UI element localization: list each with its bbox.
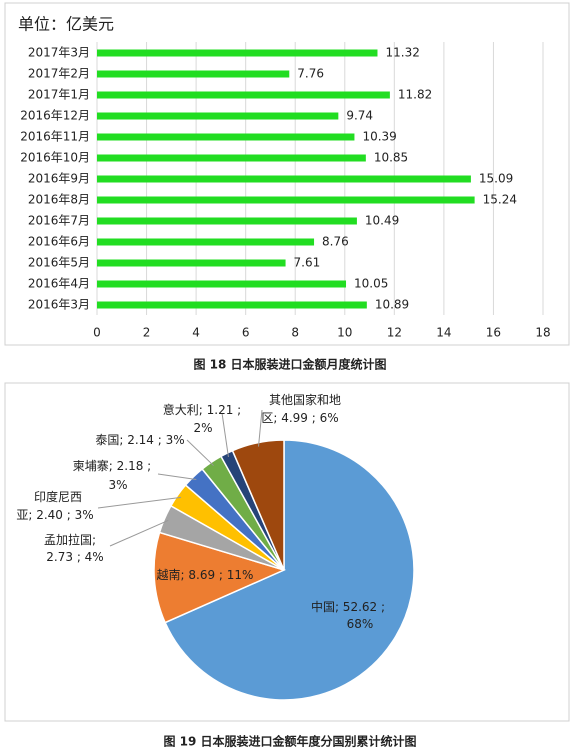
x-tick-label: 0 <box>93 326 101 340</box>
y-tick-label: 2016年9月 <box>28 172 90 186</box>
value-label: 10.49 <box>365 214 399 228</box>
bar <box>97 217 357 225</box>
bar <box>97 91 390 99</box>
value-label: 10.05 <box>354 277 388 291</box>
pie-slice <box>153 531 287 624</box>
label-line: 3% <box>108 478 127 492</box>
label-line: 其他国家和地 <box>269 392 341 407</box>
slice-label: 其他国家和地区; 4.99 ; 6% <box>261 392 341 425</box>
value-label: 9.74 <box>346 109 373 123</box>
label-line: 2% <box>193 421 212 435</box>
leader-line <box>97 496 182 509</box>
leader-line <box>186 439 214 466</box>
bar <box>97 196 475 204</box>
label-line: 2.73 ; 4% <box>46 550 103 564</box>
y-tick-label: 2016年8月 <box>28 193 90 207</box>
label-line: 意大利; 1.21 ; <box>163 402 241 417</box>
value-label: 10.85 <box>374 151 408 165</box>
y-tick-label: 2017年1月 <box>28 88 90 102</box>
x-tick-label: 12 <box>387 326 402 340</box>
x-tick-label: 10 <box>337 326 352 340</box>
value-label: 11.82 <box>398 88 432 102</box>
leader-line <box>258 409 263 447</box>
y-tick-label: 2016年10月 <box>20 151 90 165</box>
y-tick-label: 2016年7月 <box>28 214 90 228</box>
value-label: 7.76 <box>297 67 324 81</box>
chart-subtitle: 单位：亿美元 <box>18 15 114 34</box>
bar <box>97 301 367 309</box>
bar-panel <box>4 2 570 346</box>
x-tick-label: 6 <box>242 326 250 340</box>
label-line: 孟加拉国; <box>44 532 96 547</box>
slice-label: 柬埔寨; 2.18 ; 3% <box>73 458 151 492</box>
y-tick-label: 2016年4月 <box>28 277 90 291</box>
value-label: 10.89 <box>375 298 409 312</box>
x-tick-label: 18 <box>535 326 550 340</box>
bar <box>97 238 315 246</box>
slice-label: 意大利; 1.21 ; 2% <box>163 402 241 435</box>
slice-label: 中国; 52.62 ; 68% <box>311 599 385 631</box>
bar <box>97 154 366 162</box>
bar <box>97 175 471 183</box>
pie-slice <box>231 439 285 571</box>
bar <box>97 280 347 288</box>
bar <box>97 70 290 78</box>
x-tick-label: 16 <box>486 326 501 340</box>
value-label: 15.24 <box>483 193 517 207</box>
bar <box>97 259 286 267</box>
caption: 图 18 日本服装进口金额月度统计图 <box>193 357 386 372</box>
label-line: 68% <box>347 617 374 631</box>
leader-line <box>157 473 197 481</box>
leader-line <box>109 519 169 547</box>
label-line: 印度尼西 <box>34 489 82 504</box>
x-tick-label: 4 <box>192 326 200 340</box>
label-line: 越南; 8.69 ; 11% <box>157 567 254 582</box>
y-tick-label: 2016年6月 <box>28 235 90 249</box>
y-tick-label: 2017年2月 <box>28 67 90 81</box>
y-tick-label: 2016年12月 <box>20 109 90 123</box>
x-tick-label: 2 <box>143 326 151 340</box>
label-line: 泰国; 2.14 ; 3% <box>95 433 184 447</box>
value-label: 10.39 <box>362 130 396 144</box>
y-tick-label: 2017年3月 <box>28 46 90 60</box>
value-label: 11.32 <box>385 46 419 60</box>
y-tick-label: 2016年11月 <box>20 130 90 144</box>
slice-label: 泰国; 2.14 ; 3% <box>95 433 184 447</box>
y-tick-label: 2016年5月 <box>28 256 90 270</box>
label-line: 中国; 52.62 ; <box>311 599 385 614</box>
value-label: 15.09 <box>479 172 513 186</box>
slice-label: 越南; 8.69 ; 11% <box>157 567 254 582</box>
label-line: 区; 4.99 ; 6% <box>261 411 338 425</box>
caption: 图 19 日本服装进口金额年度分国别累计统计图 <box>163 734 416 749</box>
bar <box>97 49 378 57</box>
label-line: 柬埔寨; 2.18 ; <box>73 458 151 473</box>
x-tick-label: 8 <box>291 326 299 340</box>
x-tick-label: 14 <box>436 326 451 340</box>
value-label: 8.76 <box>322 235 349 249</box>
pie-slice <box>164 439 415 701</box>
bar <box>97 133 355 141</box>
label-line: 亚; 2.40 ; 3% <box>16 508 93 522</box>
slice-label: 孟加拉国; 2.73 ; 4% <box>44 532 104 564</box>
slice-label: 印度尼西亚; 2.40 ; 3% <box>16 489 93 522</box>
leader-line <box>221 412 229 457</box>
y-tick-label: 2016年3月 <box>28 298 90 312</box>
value-label: 7.61 <box>294 256 321 270</box>
bar <box>97 112 339 120</box>
